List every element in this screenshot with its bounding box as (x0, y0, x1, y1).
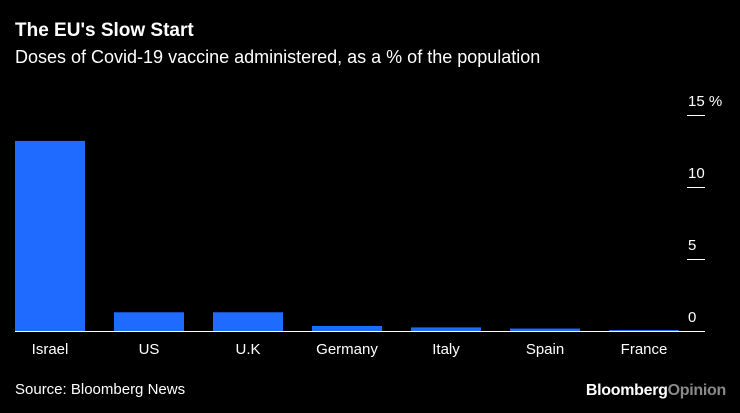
y-tick-label: 5 (688, 237, 696, 254)
y-tick-label: 10 (688, 165, 705, 182)
chart-subtitle: Doses of Covid-19 vaccine administered, … (15, 47, 541, 67)
bar-spain (510, 328, 580, 331)
bar-france (609, 329, 679, 331)
x-tick-label: France (621, 341, 668, 358)
bar-us (114, 312, 184, 331)
bar-germany (312, 325, 382, 331)
bar-israel (15, 140, 85, 331)
source-note: Source: Bloomberg News (15, 381, 186, 398)
y-tick-label: 0 (688, 309, 696, 326)
brand-main: Bloomberg (585, 382, 668, 399)
brand-logo: BloombergOpinion (586, 382, 726, 400)
y-tick-label: 15 % (688, 93, 722, 110)
chart-title: The EU's Slow Start (15, 20, 194, 41)
x-tick-label: Italy (432, 341, 460, 358)
x-tick-label: Germany (316, 341, 378, 358)
brand-accent: Opinion (667, 382, 727, 399)
bar-italy (411, 327, 481, 331)
x-tick-label: Israel (32, 341, 69, 358)
x-tick-label: US (139, 341, 160, 358)
bar-u-k (213, 312, 283, 331)
x-tick-label: U.K (235, 341, 260, 358)
x-tick-label: Spain (526, 341, 564, 358)
